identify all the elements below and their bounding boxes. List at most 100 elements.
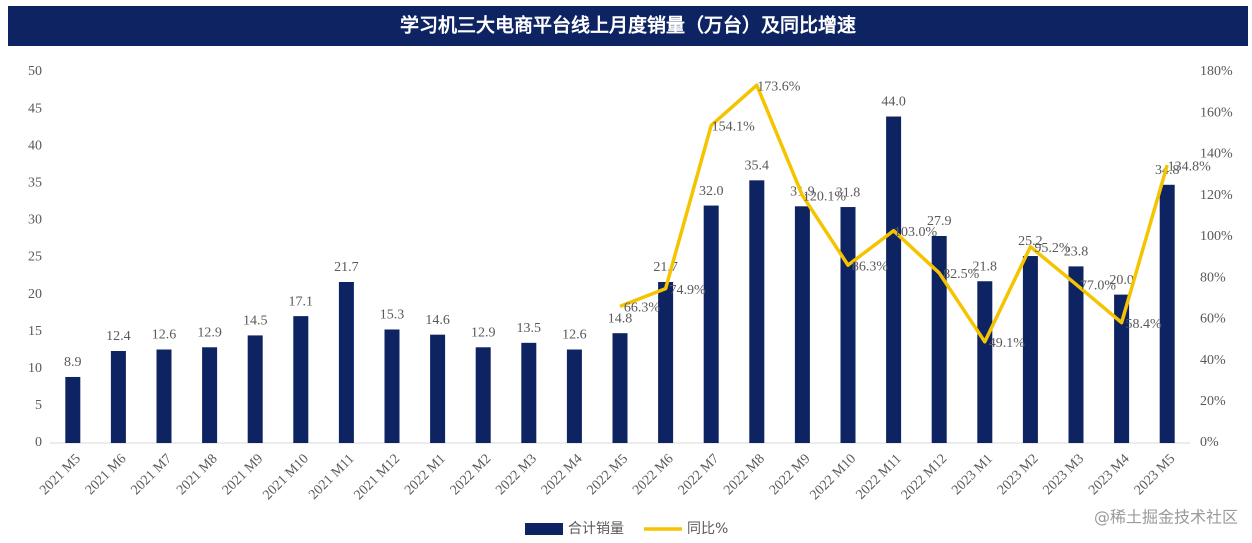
bar xyxy=(749,180,765,443)
bar-label: 14.8 xyxy=(608,311,633,326)
x-tick-label: 2022 M11 xyxy=(853,451,904,502)
bar xyxy=(430,334,446,443)
x-tick-label: 2021 M6 xyxy=(83,451,130,498)
x-tick-label: 2023 M4 xyxy=(1086,451,1133,498)
line-label: 103.0% xyxy=(894,225,938,240)
bar xyxy=(384,329,400,443)
line-label: 58.4% xyxy=(1126,317,1163,332)
y-tick-label: 20 xyxy=(28,287,42,302)
x-tick-label: 2022 M7 xyxy=(676,451,723,498)
bar-label: 25.2 xyxy=(1018,234,1043,249)
y-tick-label: 15 xyxy=(28,324,42,339)
y-tick-label: 5 xyxy=(35,398,42,413)
bar xyxy=(338,281,354,443)
y-tick-label: 40 xyxy=(28,138,42,153)
line-label: 49.1% xyxy=(989,336,1026,351)
x-tick-label: 2023 M1 xyxy=(949,451,996,498)
bar-label: 21.8 xyxy=(973,259,998,274)
bar xyxy=(840,207,856,443)
x-tick-label: 2021 M7 xyxy=(128,451,175,498)
y-tick-label: 0 xyxy=(35,435,42,450)
bar-label: 14.6 xyxy=(425,313,450,328)
line xyxy=(619,83,1169,344)
x-tick-label: 2023 M5 xyxy=(1132,451,1179,498)
bar xyxy=(475,347,491,443)
bar-label: 12.4 xyxy=(106,329,131,344)
bar-label: 12.9 xyxy=(197,326,222,341)
bar-label: 14.5 xyxy=(243,314,268,329)
bar xyxy=(156,349,172,443)
x-tick-label: 2021 M5 xyxy=(37,451,84,498)
x-tick-label: 2023 M2 xyxy=(995,451,1042,498)
bar xyxy=(293,316,309,443)
bar-label: 12.6 xyxy=(152,328,177,343)
y2-tick-label: 140% xyxy=(1200,147,1233,162)
x-tick-label: 2021 M9 xyxy=(220,451,267,498)
y2-tick-label: 40% xyxy=(1200,353,1226,368)
x-tick-label: 2022 M5 xyxy=(584,451,631,498)
y-tick-label: 50 xyxy=(28,64,42,79)
bar-label: 8.9 xyxy=(64,355,82,370)
bar xyxy=(612,333,628,443)
bar-label: 21.7 xyxy=(334,260,359,275)
x-tick-label: 2021 M12 xyxy=(352,451,404,503)
bar xyxy=(886,116,902,444)
x-tick-label: 2022 M9 xyxy=(767,451,814,498)
bar xyxy=(1114,294,1130,443)
x-tick-label: 2021 M8 xyxy=(174,451,221,498)
bar xyxy=(703,205,719,443)
line-label: 82.5% xyxy=(943,267,980,282)
legend-label: 同比% xyxy=(687,521,728,537)
x-tick-label: 2021 M10 xyxy=(260,451,312,503)
y-tick-label: 35 xyxy=(28,176,42,191)
y2-tick-label: 60% xyxy=(1200,312,1226,327)
bar xyxy=(931,235,947,443)
bar xyxy=(65,376,81,443)
y2-tick-label: 160% xyxy=(1200,105,1233,120)
x-tick-label: 2023 M3 xyxy=(1040,451,1087,498)
line-label: 154.1% xyxy=(712,120,756,135)
y2-tick-label: 20% xyxy=(1200,394,1226,409)
title-banner xyxy=(8,6,1248,46)
line-label: 77.0% xyxy=(1080,279,1117,294)
bar-label: 31.8 xyxy=(836,185,861,200)
bar-label: 23.8 xyxy=(1064,245,1089,260)
bar-label: 44.0 xyxy=(881,95,906,110)
bar-label: 20.0 xyxy=(1109,273,1134,288)
bar xyxy=(1022,256,1038,443)
bar-label: 15.3 xyxy=(380,308,405,323)
bar-label: 12.6 xyxy=(562,328,587,343)
bar xyxy=(566,349,582,443)
y2-tick-label: 120% xyxy=(1200,188,1233,203)
line-label: 134.8% xyxy=(1168,159,1212,174)
y-tick-label: 25 xyxy=(28,250,42,265)
y2-tick-label: 100% xyxy=(1200,229,1233,244)
bar-label: 17.1 xyxy=(289,294,314,309)
x-tick-label: 2022 M8 xyxy=(721,451,768,498)
y2-tick-label: 180% xyxy=(1200,64,1233,79)
bar xyxy=(1068,266,1084,443)
line-label: 74.9% xyxy=(670,283,707,298)
watermark: @稀土掘金技术社区 xyxy=(1094,508,1238,527)
bar xyxy=(1159,184,1175,443)
bar xyxy=(794,206,810,443)
line-label: 95.2% xyxy=(1034,241,1071,256)
x-tick-label: 2022 M3 xyxy=(493,451,540,498)
x-tick-label: 2021 M11 xyxy=(306,451,357,502)
x-tick-label: 2022 M10 xyxy=(808,451,860,503)
x-tick-label: 2022 M6 xyxy=(630,451,677,498)
legend-label: 合计销量 xyxy=(568,521,624,537)
x-tick-label: 2022 M1 xyxy=(402,451,449,498)
bar xyxy=(202,347,218,443)
bar-label: 12.9 xyxy=(471,326,496,341)
bar xyxy=(247,335,263,443)
x-tick-label: 2022 M12 xyxy=(899,451,951,503)
y-tick-label: 10 xyxy=(28,361,42,376)
y-tick-label: 30 xyxy=(28,213,42,228)
chart-title: 学习机三大电商平台线上月度销量（万台）及同比增速 xyxy=(400,14,856,37)
line-label: 86.3% xyxy=(852,259,889,274)
x-tick-label: 2022 M2 xyxy=(448,451,495,498)
legend-swatch xyxy=(525,523,563,535)
y2-tick-label: 0% xyxy=(1200,435,1219,450)
